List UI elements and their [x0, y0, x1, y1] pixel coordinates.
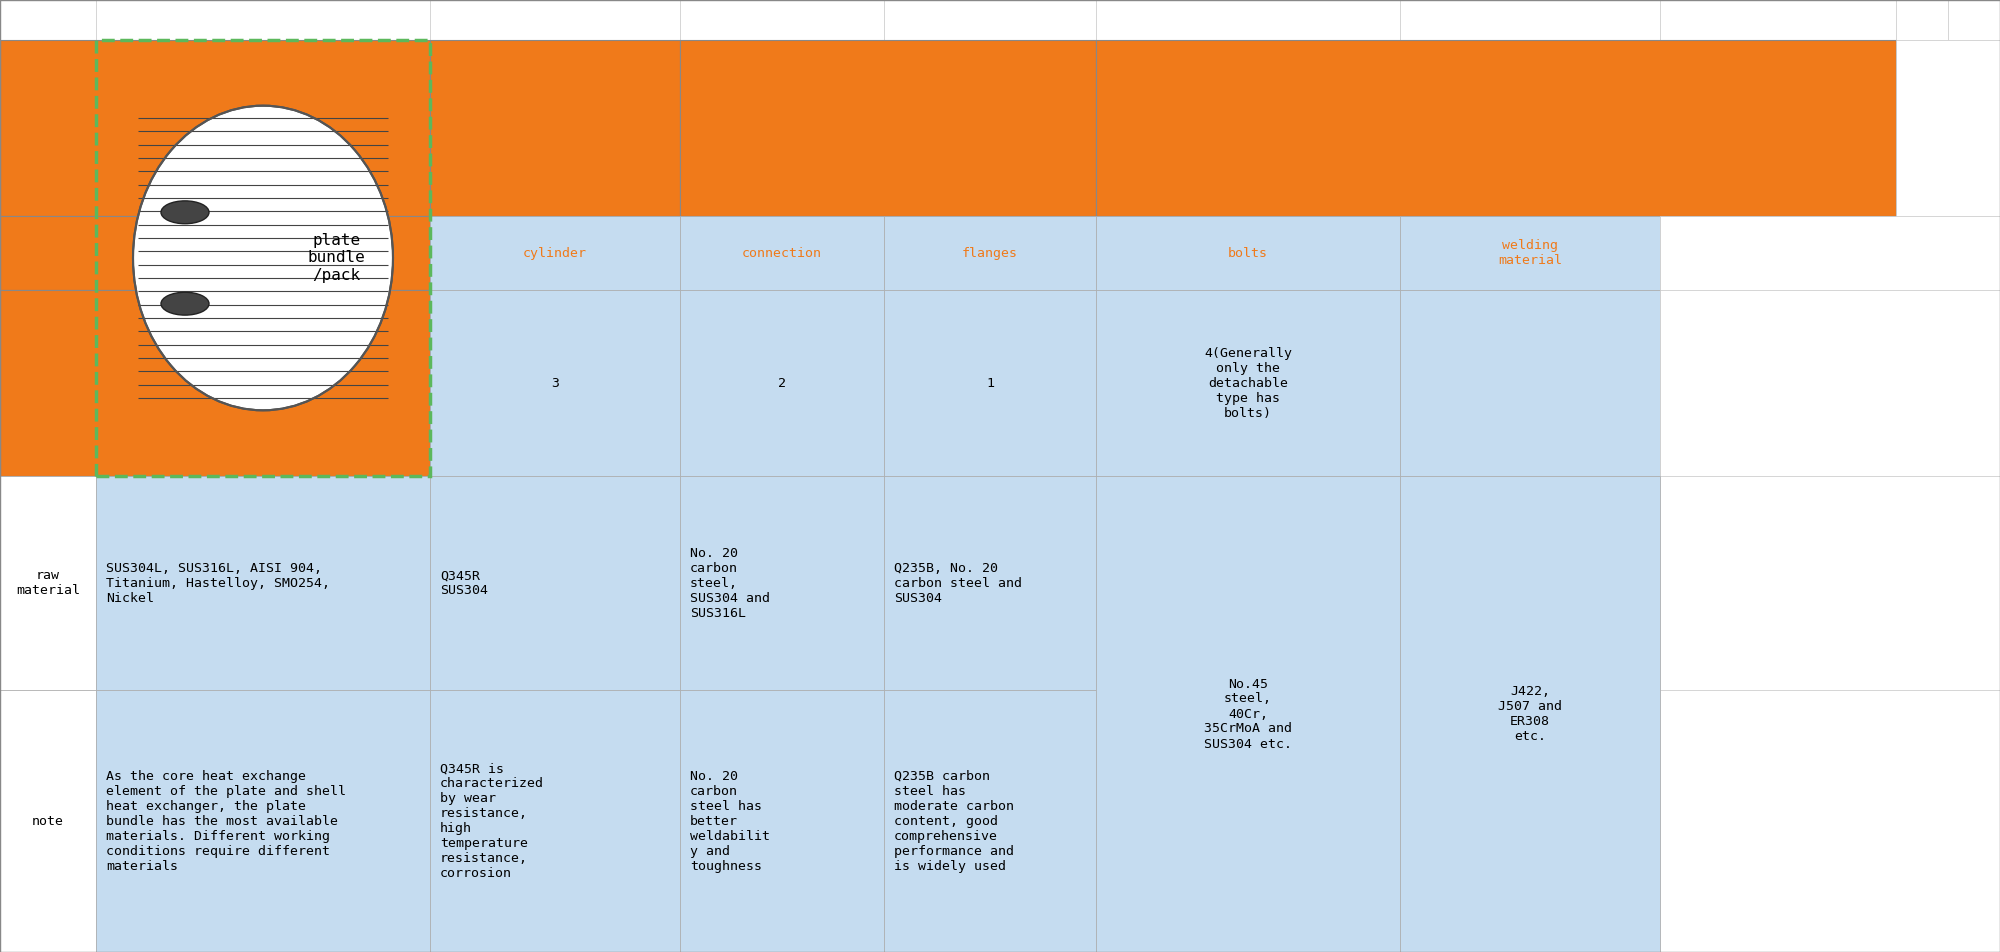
Text: SUS304L, SUS316L, AISI 904,
Titanium, Hastelloy, SMO254,
Nickel: SUS304L, SUS316L, AISI 904, Titanium, Ha… [106, 562, 330, 605]
Bar [430, 290, 680, 476]
Bar [1896, 0, 1948, 40]
Bar [1660, 216, 2000, 290]
Bar [884, 0, 1096, 40]
Text: cylinder: cylinder [524, 247, 588, 260]
Bar [0, 290, 430, 476]
Text: plate
bundle
/pack: plate bundle /pack [308, 233, 366, 283]
Text: No.45
steel,
40Cr,
35CrMoA and
SUS304 etc.: No.45 steel, 40Cr, 35CrMoA and SUS304 et… [1204, 678, 1292, 750]
Bar [0, 476, 96, 690]
Ellipse shape [132, 106, 392, 410]
Bar [1660, 290, 2000, 476]
Bar [430, 690, 680, 952]
Text: flanges: flanges [962, 247, 1018, 260]
Bar [884, 216, 1096, 290]
Text: Q235B carbon
steel has
moderate carbon
content, good
comprehensive
performance a: Q235B carbon steel has moderate carbon c… [894, 769, 1014, 873]
Bar [1400, 0, 1660, 40]
Bar [1096, 290, 1400, 476]
Bar [1096, 216, 1400, 290]
Bar [96, 690, 430, 952]
Text: welding
material: welding material [1498, 239, 1562, 268]
Text: shell: shell [868, 121, 908, 135]
Bar [1400, 290, 1660, 476]
Bar [884, 476, 1096, 690]
Bar [1400, 476, 1660, 952]
Bar [680, 0, 884, 40]
Text: J422,
J507 and
ER308
etc.: J422, J507 and ER308 etc. [1498, 685, 1562, 743]
Text: 1: 1 [986, 377, 994, 389]
Bar [0, 690, 96, 952]
Bar [96, 0, 430, 40]
Bar [1096, 476, 1400, 952]
Text: Q345R
SUS304: Q345R SUS304 [440, 569, 488, 597]
Bar [1896, 40, 2000, 216]
Text: note: note [32, 815, 64, 827]
Text: 2: 2 [778, 377, 786, 389]
Text: No. 20
carbon
steel,
SUS304 and
SUS316L: No. 20 carbon steel, SUS304 and SUS316L [690, 546, 770, 620]
Bar [680, 690, 884, 952]
Text: Q235B, No. 20
carbon steel and
SUS304: Q235B, No. 20 carbon steel and SUS304 [894, 562, 1022, 605]
Text: connection: connection [742, 247, 822, 260]
Bar [680, 216, 884, 290]
Bar [0, 40, 430, 216]
Bar [0, 0, 96, 40]
Text: 3: 3 [552, 377, 560, 389]
Bar [1400, 216, 1660, 290]
Bar [430, 0, 680, 40]
Bar [430, 476, 680, 690]
Bar [96, 40, 430, 476]
Bar [1660, 690, 2000, 952]
Bar [1660, 476, 2000, 690]
Text: 4(Generally
only the
detachable
type has
bolts): 4(Generally only the detachable type has… [1204, 347, 1292, 420]
Text: No. 20
carbon
steel has
better
weldabilit
y and
toughness: No. 20 carbon steel has better weldabili… [690, 769, 770, 873]
Text: These are the 3 major pieces of PSHE
we usually say: These are the 3 major pieces of PSHE we … [1346, 113, 1646, 143]
Text: bolts: bolts [1228, 247, 1268, 260]
Bar [1096, 0, 1400, 40]
Text: As the core heat exchange
element of the plate and shell
heat exchanger, the pla: As the core heat exchange element of the… [106, 769, 346, 873]
Circle shape [160, 292, 208, 315]
Bar [1948, 0, 2000, 40]
Bar [430, 40, 680, 216]
Bar [1660, 0, 1896, 40]
Bar [680, 290, 884, 476]
Bar [430, 216, 680, 290]
Text: raw
material: raw material [16, 569, 80, 597]
Bar [680, 476, 884, 690]
Bar [680, 40, 1096, 216]
Bar [1096, 40, 1896, 216]
Text: Q345R is
characterized
by wear
resistance,
high
temperature
resistance,
corrosio: Q345R is characterized by wear resistanc… [440, 763, 544, 880]
Bar [884, 690, 1096, 952]
Bar [0, 216, 430, 290]
Bar [884, 290, 1096, 476]
Bar [96, 476, 430, 690]
Circle shape [160, 201, 208, 224]
Text: Spoiler: Spoiler [526, 121, 584, 135]
